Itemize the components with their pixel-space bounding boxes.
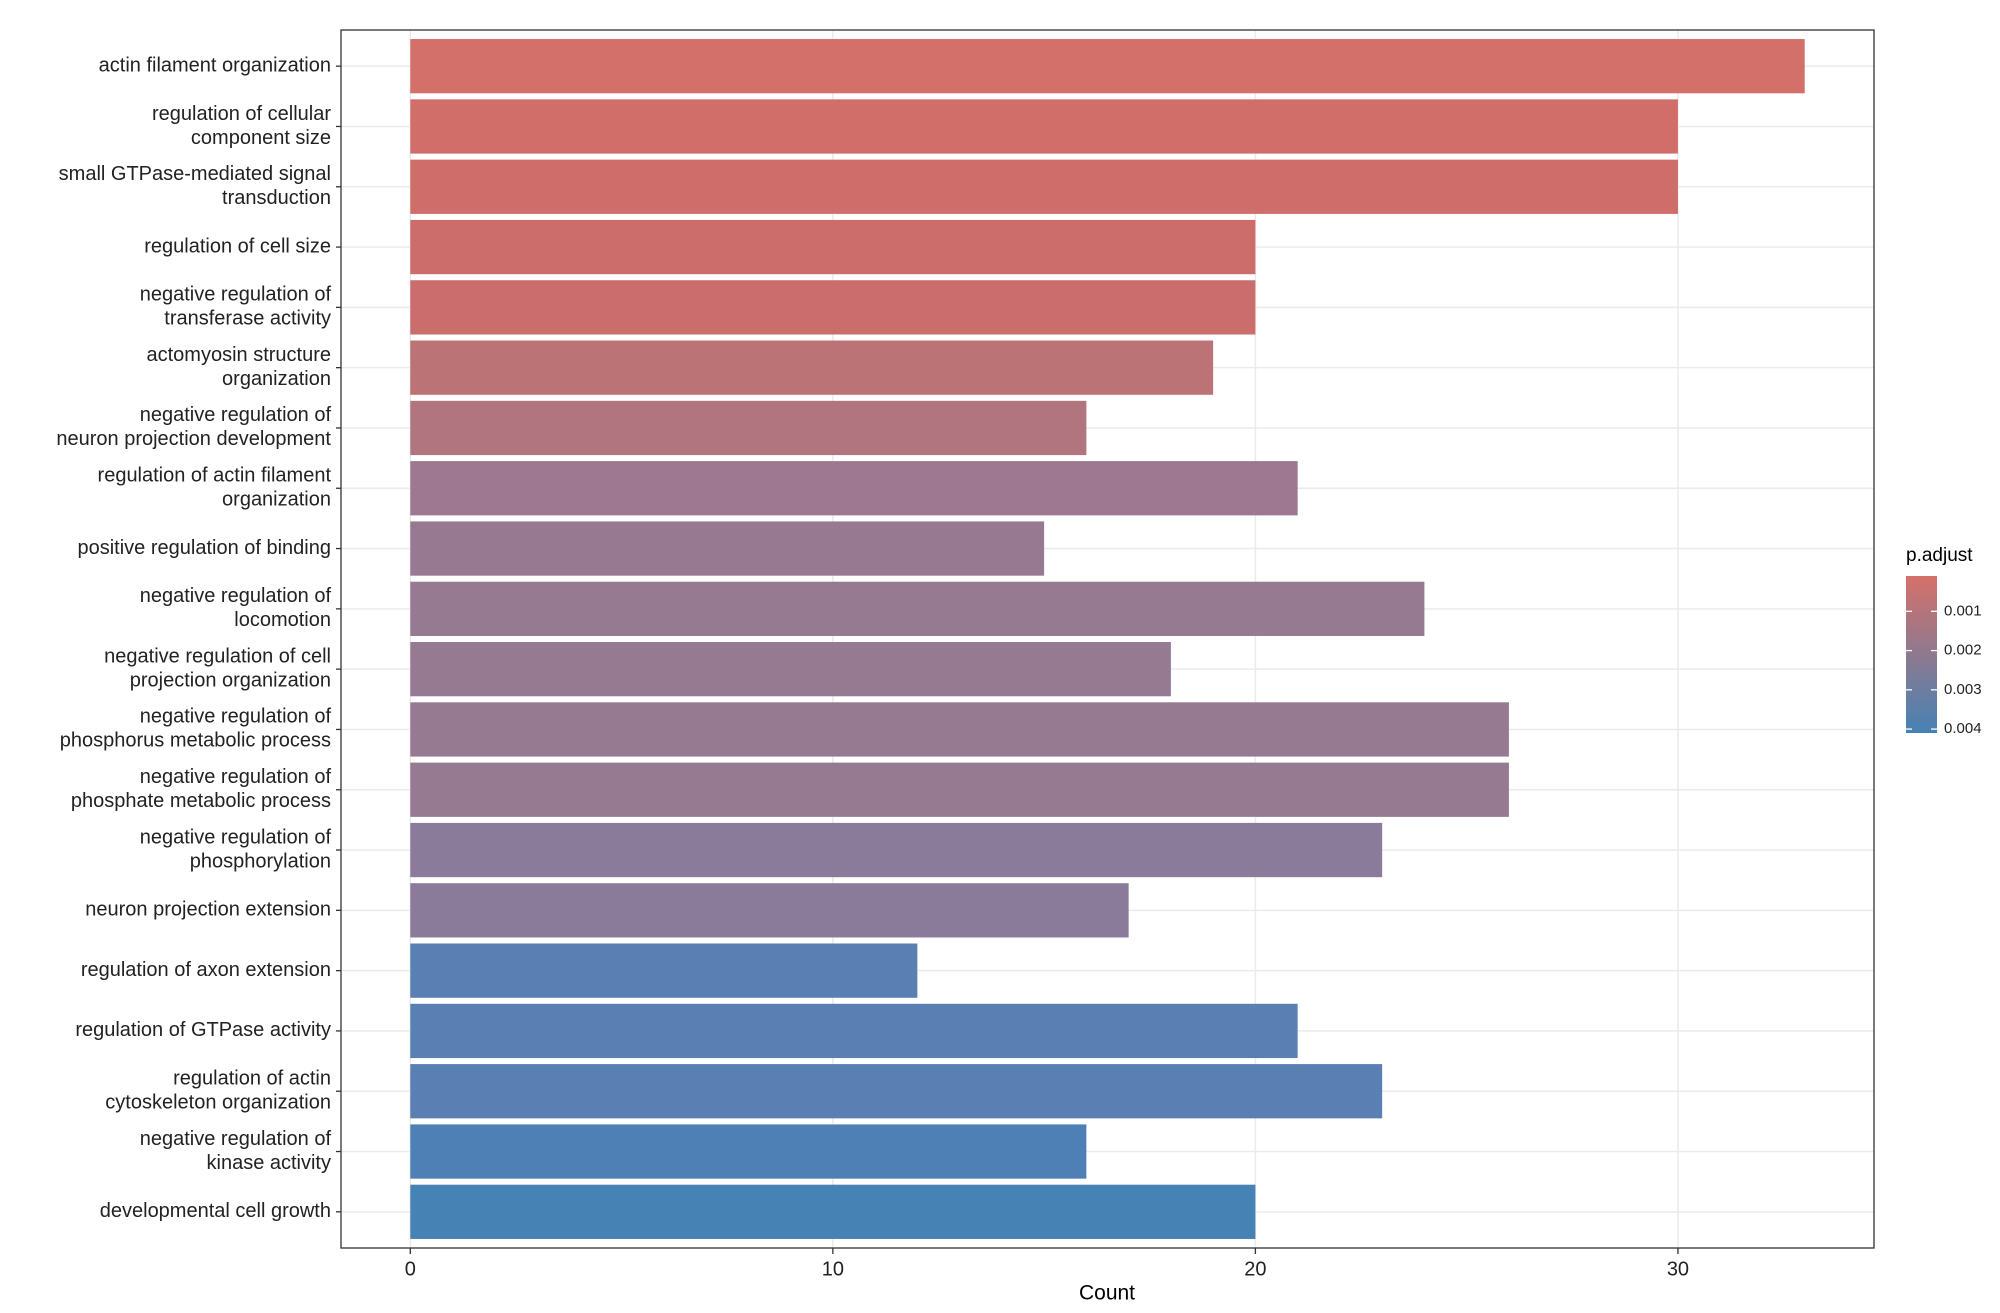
bar: [410, 822, 1383, 878]
y-tick-label-line: regulation of GTPase activity: [75, 1019, 331, 1041]
y-tick-label-line: regulation of axon extension: [81, 959, 331, 981]
y-tick-label: regulation of cell size: [144, 235, 331, 257]
bar: [410, 280, 1256, 335]
x-tick-label: 20: [1244, 1258, 1266, 1280]
y-tick-label: actin filament organization: [99, 54, 331, 76]
y-tick-label-line: small GTPase-mediated signal: [59, 163, 331, 185]
y-tick-label-line: negative regulation of: [140, 404, 332, 426]
bar: [410, 1064, 1383, 1119]
bar: [410, 1003, 1298, 1059]
y-tick-label-line: regulation of actin: [173, 1068, 331, 1090]
y-tick-label: neuron projection extension: [85, 899, 331, 921]
bar: [410, 461, 1298, 516]
y-tick-label: actomyosin structure organization: [146, 344, 331, 390]
colorbar-tick-label: 0.002: [1944, 642, 1982, 659]
y-tick-label-line: component size: [191, 127, 331, 149]
x-tick-label: 10: [822, 1258, 844, 1280]
bar: [410, 581, 1425, 636]
y-tick-label: negative regulation of locomotion: [140, 585, 332, 631]
y-tick-label-line: neuron projection extension: [85, 899, 331, 921]
x-tick-label: 30: [1667, 1258, 1689, 1280]
y-tick-label: negative regulation of kinase activity: [140, 1128, 332, 1174]
bar: [410, 943, 918, 998]
bar: [410, 39, 1805, 94]
y-tick-label-line: negative regulation of: [140, 826, 332, 848]
bar: [410, 159, 1678, 214]
y-tick-label-line: projection organization: [130, 669, 331, 691]
bar: [410, 340, 1214, 395]
y-tick-label-line: transferase activity: [164, 308, 331, 330]
y-tick-label: negative regulation of neuron projection …: [56, 404, 331, 450]
y-tick-label-line: negative regulation of cell: [104, 645, 331, 667]
y-tick-label-line: neuron projection development: [56, 428, 331, 450]
y-tick-label: regulation of actin filament organization: [98, 465, 332, 511]
y-tick-label-line: organization: [222, 489, 331, 511]
bar: [410, 219, 1256, 275]
bar: [410, 702, 1509, 757]
bar: [410, 400, 1087, 456]
y-tick-label-line: actin filament organization: [99, 54, 331, 76]
bar: [410, 1124, 1087, 1179]
y-tick-label-line: transduction: [222, 187, 331, 209]
y-tick-label: developmental cell growth: [100, 1200, 331, 1222]
colorbar-tick-label: 0.001: [1944, 602, 1982, 619]
y-tick-label: small GTPase-mediated signal transduction: [59, 163, 331, 209]
y-tick-label-line: kinase activity: [207, 1152, 332, 1174]
y-tick-label-line: negative regulation of: [140, 284, 332, 306]
y-tick-label-line: cytoskeleton organization: [105, 1092, 331, 1114]
bar: [410, 883, 1129, 938]
y-tick-label-line: phosphate metabolic process: [71, 790, 331, 812]
y-tick-label-line: negative regulation of: [140, 585, 332, 607]
bar: [410, 762, 1509, 817]
panel-border: [340, 29, 1875, 1249]
y-tick-label-line: organization: [222, 368, 331, 390]
bar: [410, 99, 1678, 154]
y-tick-label: regulation of cellular component size: [152, 103, 331, 149]
colorbar: [1906, 576, 1937, 733]
y-tick-label: negative regulation of transferase activi…: [140, 284, 332, 330]
legend-title: p.adjust: [1906, 545, 1973, 566]
colorbar-tick-label: 0.003: [1944, 681, 1982, 698]
y-tick-label-line: negative regulation of: [140, 1128, 332, 1150]
y-tick-label-line: negative regulation of: [140, 706, 332, 728]
x-tick-label: 0: [405, 1258, 416, 1280]
y-tick-label: regulation of axon extension: [81, 959, 331, 981]
y-tick-label-line: regulation of cellular: [152, 103, 331, 125]
colorbar-tick-label: 0.004: [1944, 720, 1982, 737]
y-tick-label: regulation of actin cytoskeleton organiza…: [105, 1068, 331, 1114]
bar: [410, 642, 1171, 697]
y-tick-label-line: regulation of cell size: [144, 235, 331, 257]
y-tick-label: negative regulation of cell projection or…: [104, 645, 331, 691]
y-tick-label-line: actomyosin structure: [146, 344, 331, 366]
y-tick-label: positive regulation of binding: [77, 537, 331, 559]
bar: [410, 1184, 1256, 1239]
y-tick-label: negative regulation of phosphorylation: [140, 826, 332, 872]
y-tick-label-line: positive regulation of binding: [77, 537, 331, 559]
y-tick-label-line: phosphorus metabolic process: [60, 730, 331, 752]
x-axis-label: Count: [1079, 1282, 1135, 1305]
y-tick-label-line: negative regulation of: [140, 766, 332, 788]
y-tick-label: negative regulation of phosphate metaboli…: [71, 766, 332, 812]
y-tick-label-line: regulation of actin filament: [98, 465, 332, 487]
y-tick-label: negative regulation of phosphorus metabol…: [60, 706, 332, 752]
y-tick-label-line: locomotion: [234, 609, 331, 631]
bar: [410, 521, 1045, 576]
y-tick-label-line: phosphorylation: [190, 850, 331, 872]
y-tick-label: regulation of GTPase activity: [75, 1019, 331, 1041]
y-tick-label-line: developmental cell growth: [100, 1200, 331, 1222]
